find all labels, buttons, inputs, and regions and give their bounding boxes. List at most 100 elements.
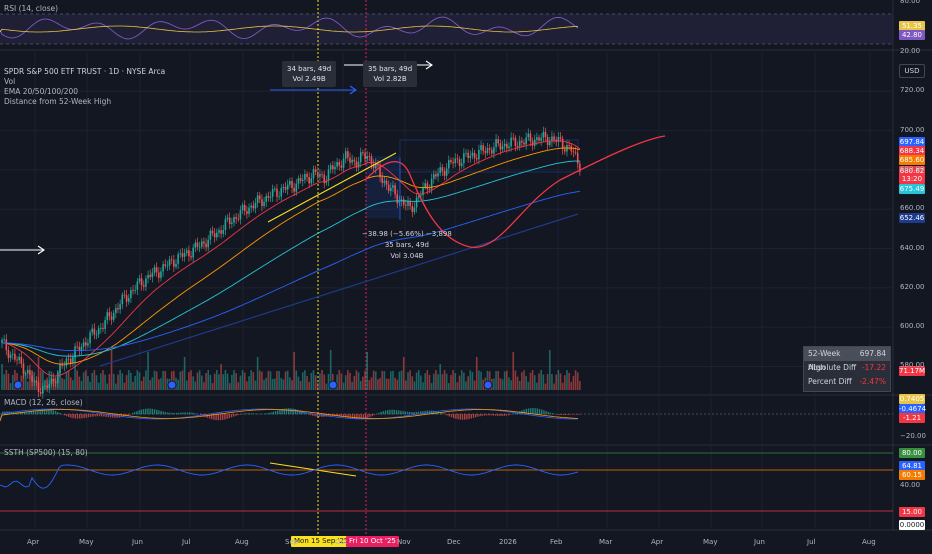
- volume-bar-210: [452, 370, 454, 390]
- volume-bar-75: [162, 371, 164, 390]
- candle-body-58: [126, 295, 128, 301]
- candle-body-139: [300, 178, 302, 181]
- macd-hist-97: [97, 414, 98, 416]
- macd-hist-165: [165, 412, 166, 414]
- candle-body-57: [124, 295, 126, 296]
- candle-body-105: [227, 218, 229, 220]
- candle-body-8: [18, 357, 20, 360]
- legend-52-week: 52-Week High 697.84 Absolute Diff -17.22…: [803, 346, 891, 392]
- macd-hist-385: [385, 411, 386, 415]
- candle-body-6: [14, 354, 16, 360]
- macd-hist-154: [154, 409, 155, 414]
- candle-body-190: [409, 201, 411, 206]
- volume-bar-136: [293, 352, 295, 390]
- candle-body-267: [575, 152, 577, 153]
- ema20-line: [2, 141, 580, 376]
- macd-hist-286: [286, 408, 287, 414]
- macd-hist-66: [66, 414, 67, 416]
- candle-body-50: [109, 312, 111, 316]
- x-tick-15: Jul: [807, 538, 815, 546]
- volume-bar-82: [177, 380, 179, 390]
- candle-body-130: [280, 188, 282, 196]
- macd-hist-266: [266, 413, 267, 414]
- indicator-vol[interactable]: Vol: [4, 77, 15, 86]
- candle-body-85: [184, 253, 186, 257]
- volume-bar-34: [74, 352, 76, 390]
- macd-hist-189: [189, 412, 190, 414]
- volume-bar-123: [265, 378, 267, 390]
- candle-body-205: [442, 167, 444, 171]
- macd-hist-567: [567, 414, 568, 415]
- volume-bar-265: [570, 382, 572, 390]
- volume-bar-167: [360, 381, 362, 390]
- volume-bar-235: [506, 371, 508, 390]
- macd-hist-209: [209, 414, 210, 419]
- volume-bar-53: [115, 384, 117, 390]
- candle-body-87: [188, 250, 190, 256]
- volume-bar-94: [203, 382, 205, 390]
- measure-tooltip-3: −38.98 (−5.66%) −3,898 35 bars, 49d Vol …: [362, 229, 452, 262]
- volume-bar-269: [579, 381, 581, 390]
- volume-bar-17: [38, 357, 40, 390]
- symbol-title[interactable]: SPDR S&P 500 ETF TRUST · 1D · NYSE Arca: [4, 67, 165, 76]
- volume-bar-217: [467, 376, 469, 390]
- candle-body-227: [489, 148, 491, 149]
- volume-bar-29: [63, 379, 65, 390]
- candle-body-33: [72, 357, 74, 363]
- volume-bar-129: [278, 371, 280, 390]
- indicator-ema[interactable]: EMA 20/50/100/200: [4, 87, 78, 96]
- candle-body-141: [304, 174, 306, 180]
- macd-hist-149: [149, 409, 150, 415]
- volume-bar-28: [61, 378, 63, 390]
- candle-body-64: [139, 278, 141, 281]
- candle-body-79: [171, 259, 173, 260]
- pane-tick-1: 20.00: [900, 47, 920, 55]
- candle-body-63: [137, 282, 139, 290]
- volume-bar-128: [276, 371, 278, 390]
- candle-body-109: [235, 217, 237, 219]
- volume-bar-181: [390, 371, 392, 390]
- measure-3-change: −38.98 (−5.66%) −3,898: [362, 229, 452, 240]
- candle-body-238: [512, 138, 514, 139]
- candle-body-61: [132, 290, 134, 291]
- volume-bar-125: [270, 371, 272, 390]
- candle-body-124: [268, 196, 270, 198]
- volume-bar-205: [442, 374, 444, 390]
- volume-bar-120: [259, 371, 261, 390]
- candle-body-71: [154, 267, 156, 272]
- macd-hist-561: [561, 414, 562, 415]
- candle-body-140: [302, 180, 304, 181]
- volume-bar-30: [66, 371, 68, 390]
- macd-hist-574: [574, 414, 575, 415]
- measure-tooltip-2: 35 bars, 49d Vol 2.82B: [363, 61, 417, 87]
- candle-body-249: [536, 137, 538, 140]
- volume-bar-252: [543, 375, 545, 390]
- legend-abs-row: Absolute Diff -17.22: [804, 361, 890, 375]
- candle-body-126: [272, 189, 274, 197]
- volume-bar-177: [381, 371, 383, 390]
- volume-bar-240: [517, 377, 519, 390]
- volume-bar-132: [285, 371, 287, 390]
- currency-button[interactable]: USD: [899, 64, 925, 78]
- candle-body-48: [104, 320, 106, 329]
- macd-hist-176: [176, 413, 177, 414]
- volume-bar-92: [199, 370, 201, 390]
- candle-body-18: [40, 392, 42, 394]
- measure-3-vol: Vol 3.04B: [362, 251, 452, 262]
- candle-body-210: [452, 162, 454, 163]
- volume-bar-218: [469, 370, 471, 390]
- candle-body-40: [87, 343, 89, 345]
- candle-body-220: [474, 153, 476, 158]
- candle-body-78: [169, 259, 171, 265]
- candle-body-49: [106, 312, 108, 320]
- volume-bar-193: [416, 373, 418, 390]
- macd-hist-512: [512, 414, 513, 415]
- indicator-distance[interactable]: Distance from 52-Week High: [4, 97, 111, 106]
- macd-hist-92: [92, 414, 93, 417]
- legend-52-label: 52-Week High: [808, 347, 860, 361]
- volume-bar-143: [308, 382, 310, 390]
- volume-bar-168: [362, 377, 364, 390]
- volume-bar-236: [508, 377, 510, 390]
- candle-body-82: [177, 254, 179, 264]
